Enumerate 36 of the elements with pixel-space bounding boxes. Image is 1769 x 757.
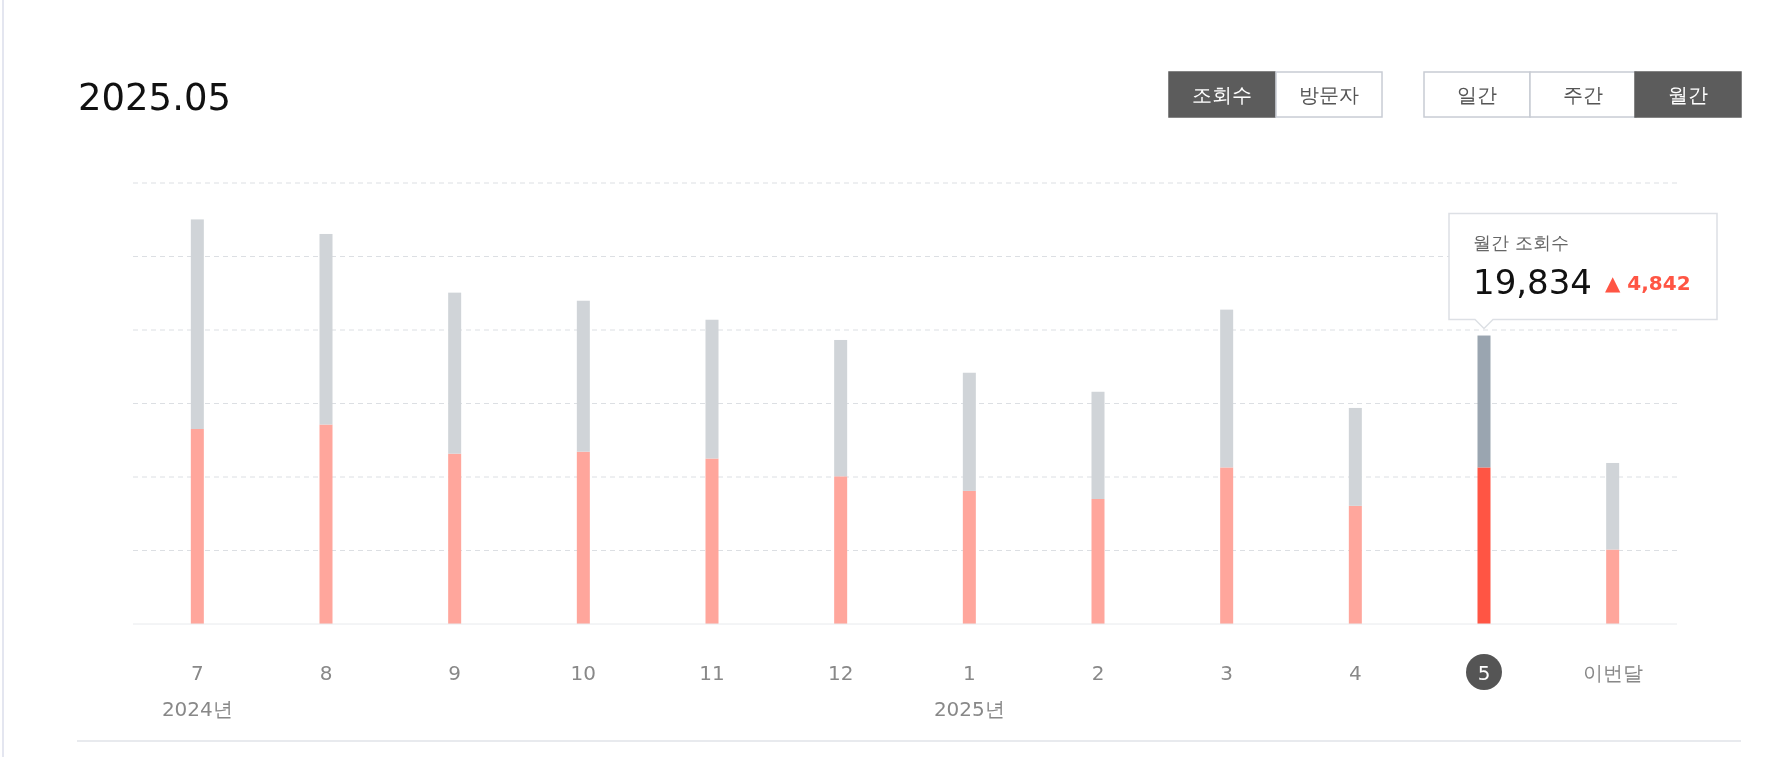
bar: [962, 490, 976, 624]
text: 2025년: [933, 697, 1005, 721]
x-tick-label: 7: [190, 661, 204, 685]
x-tick-label: 9: [448, 661, 462, 685]
text: 월간: [1668, 83, 1708, 107]
text: 2024년: [161, 697, 233, 721]
x-tick-label: 1: [962, 661, 976, 685]
chart-title: 2025.05: [78, 76, 232, 119]
text: 주간: [1563, 83, 1603, 107]
annotation: 월간 조회수: [1473, 231, 1569, 253]
x-tick-label: 10: [570, 661, 597, 685]
text: 일간: [1457, 83, 1497, 107]
x-tick-label: 12: [827, 661, 854, 685]
bar: [1220, 467, 1234, 624]
x-tick-label: 11: [699, 661, 725, 685]
x-tick-label: 3: [1220, 661, 1234, 685]
annotation: ▲ 4,842: [1605, 270, 1691, 295]
x-tick-label: 5: [1477, 661, 1491, 685]
text: 방문자: [1299, 83, 1359, 107]
x-tick-label: 이번달: [1582, 661, 1643, 685]
bar: [1091, 498, 1105, 624]
bar: [190, 428, 204, 624]
annotation: 19,834: [1473, 261, 1592, 302]
bar: [319, 424, 333, 624]
x-tick-label: 8: [319, 661, 333, 685]
bar: [576, 451, 590, 624]
x-tick-label: 2: [1091, 661, 1105, 685]
bar: [705, 458, 719, 624]
bar: [1477, 335, 1491, 468]
bar: [1606, 549, 1620, 624]
bar: [834, 476, 848, 624]
bar: [1477, 467, 1491, 624]
x-tick-label: 4: [1348, 661, 1362, 685]
text: 조회수: [1192, 83, 1252, 107]
bar: [448, 453, 462, 624]
bar: [1348, 505, 1362, 624]
